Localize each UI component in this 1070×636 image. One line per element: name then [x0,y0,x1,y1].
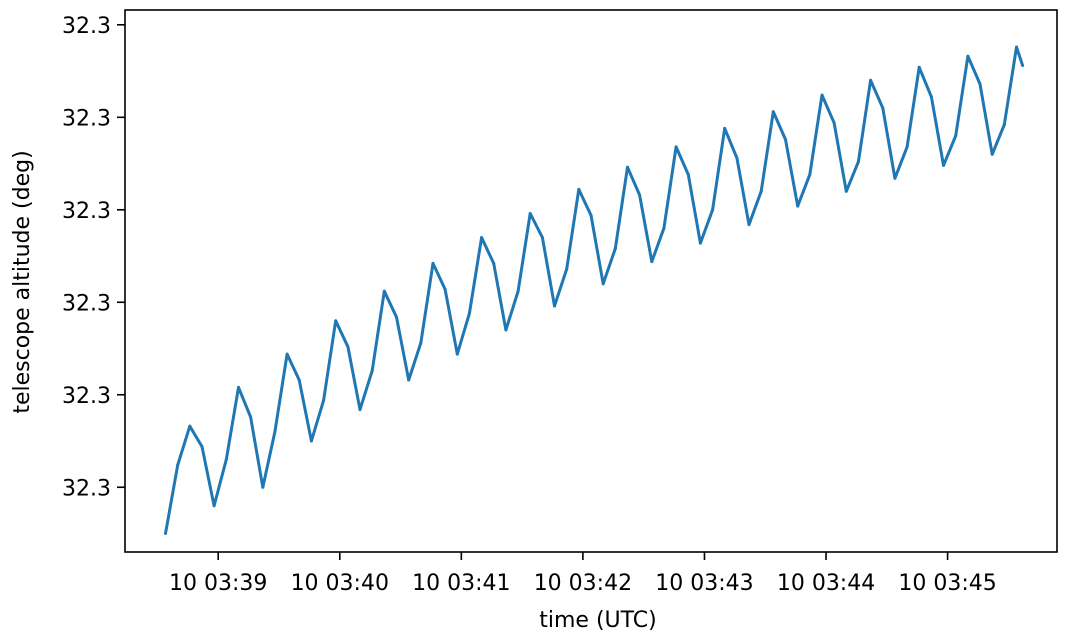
data-point [1021,64,1025,67]
data-point [188,424,192,428]
data-point [990,152,994,156]
data-point [905,145,909,149]
data-point [869,78,873,82]
data-point [467,311,471,315]
x-tick-label: 10 03:39 [169,571,267,596]
data-point [759,189,763,193]
data-point [613,247,617,251]
data-point [370,369,374,373]
data-point [626,165,629,169]
data-point [395,315,398,319]
data-point [784,138,787,141]
data-point [176,463,180,467]
data-point [480,236,484,239]
data-point [492,261,496,265]
data-point [650,260,654,264]
data-point [565,267,569,271]
data-point [322,398,326,402]
data-point [504,328,508,332]
data-point [309,439,313,443]
data-point [771,110,775,114]
data-point [674,145,678,149]
data-point [954,134,958,138]
data-point [881,106,885,110]
data-point [224,458,228,461]
data-point [844,189,848,193]
data-point [540,236,544,239]
data-point [735,156,739,160]
data-point [212,504,216,508]
data-point [917,65,921,69]
data-point [164,532,167,535]
data-point [516,289,520,293]
data-point [796,204,800,208]
x-tick-label: 10 03:41 [412,571,510,596]
series-line-altitude [164,45,1025,534]
data-point [443,287,447,291]
x-tick-label: 10 03:42 [534,571,632,596]
data-point [686,173,690,177]
data-point [638,193,642,197]
data-points [164,45,1025,535]
data-point [966,54,970,58]
data-point [577,187,581,191]
data-point [723,126,727,130]
y-tick-label: 32.3 [62,384,111,409]
data-point [455,352,459,356]
data-point [431,261,435,265]
data-point [978,82,982,86]
x-tick-label: 10 03:43 [655,571,753,596]
data-point [601,282,605,286]
data-point [1002,123,1006,127]
data-point [662,226,666,230]
data-point [358,408,362,412]
data-point [747,223,751,227]
data-point [820,93,824,97]
data-point [528,212,532,215]
data-point [346,345,350,349]
y-tick-label: 32.3 [62,106,111,131]
data-point [334,319,338,323]
data-point [856,160,860,164]
y-axis-label: telescope altitude (deg) [10,150,35,413]
y-tick-label: 32.3 [62,476,111,501]
data-point [553,304,556,308]
data-point [200,445,204,449]
x-axis-label: time (UTC) [539,608,656,633]
y-tick-label: 32.3 [62,199,111,224]
data-point [261,485,265,489]
data-point [942,163,945,167]
data-point [893,176,897,180]
data-point [382,289,386,293]
data-point [832,121,836,125]
data-point [285,352,289,356]
data-point [249,415,253,419]
data-point [419,341,423,345]
data-point [929,95,933,99]
data-point [589,213,593,217]
data-point [407,378,411,382]
y-tick-label: 32.3 [62,14,111,39]
data-point [237,385,240,389]
data-point [698,241,702,245]
y-tick-label: 32.3 [62,291,111,316]
x-tick-label: 10 03:44 [777,571,875,596]
data-point [808,173,812,177]
x-axis-ticks: 10 03:39 10 03:40 10 03:41 10 03:42 10 03:43… [169,552,997,596]
data-point [297,378,301,382]
y-axis-ticks: 32.3 32.3 32.3 32.3 32.3 32.3 [62,14,125,501]
axes-frame [124,9,1058,553]
data-point [1015,45,1018,49]
data-point [273,430,277,434]
data-point [711,208,715,212]
x-tick-label: 10 03:45 [898,571,996,596]
x-tick-label: 10 03:40 [291,571,389,596]
